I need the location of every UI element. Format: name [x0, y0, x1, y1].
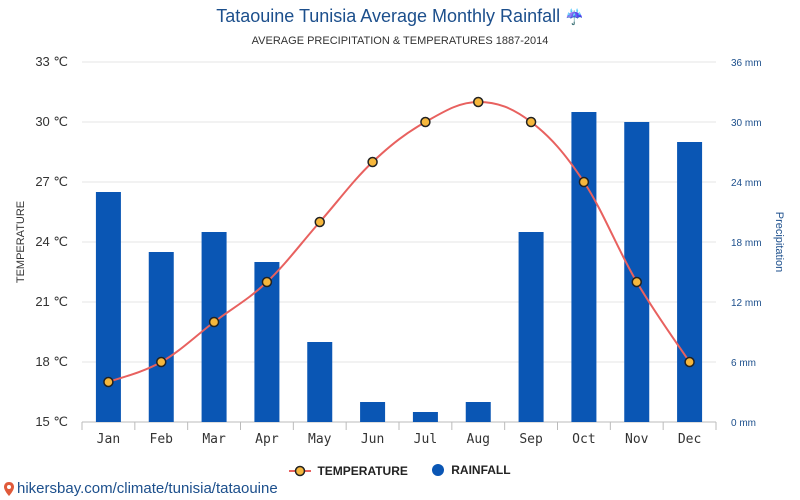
- rainfall-bar-nov[interactable]: [624, 122, 650, 422]
- temperature-point-mar[interactable]: [208, 316, 220, 328]
- x-tick-label: Jul: [414, 432, 437, 447]
- temperature-point-oct[interactable]: [578, 176, 590, 188]
- x-tick-label: Feb: [150, 432, 174, 447]
- right-tick-label: 24 mm: [731, 178, 762, 189]
- temperature-point-jun[interactable]: [367, 156, 378, 168]
- x-tick-label: Mar: [202, 432, 226, 447]
- chart-title: Tataouine Tunisia Average Monthly Rainfa…: [0, 6, 800, 27]
- temperature-point-sep[interactable]: [525, 116, 537, 128]
- x-tick-label: Apr: [255, 432, 279, 447]
- left-tick-label: 21 ℃: [35, 294, 68, 309]
- axes: 15 ℃ 0 mm 18 ℃ 6 mm 21 ℃ 12 mm 24 ℃ 18 mm 27 ℃ 24…: [35, 54, 761, 447]
- temperature-point-dec[interactable]: [684, 356, 695, 368]
- right-tick-label: 18 mm: [731, 238, 762, 249]
- x-tick-label: Sep: [519, 432, 543, 447]
- temperature-point-jan[interactable]: [103, 376, 114, 388]
- rainfall-bar-jan[interactable]: [95, 192, 121, 422]
- location-pin-icon: [4, 481, 14, 496]
- chart-plot: 15 ℃ 0 mm 18 ℃ 6 mm 21 ℃ 12 mm 24 ℃ 18 mm 27 ℃ 24…: [15, 54, 785, 447]
- x-tick-label: Dec: [678, 432, 701, 447]
- legend: TEMPERATURE RAINFALL: [0, 463, 800, 480]
- chart-title-text: Tataouine Tunisia Average Monthly Rainfa…: [216, 6, 561, 26]
- rainfall-bars: [95, 112, 703, 422]
- right-tick-label: 12 mm: [731, 298, 762, 309]
- x-tick-label: Oct: [572, 432, 595, 447]
- x-tick-label: May: [308, 432, 332, 447]
- left-tick-label: 27 ℃: [35, 174, 68, 189]
- legend-label-rainfall: RAINFALL: [451, 463, 511, 477]
- right-tick-label: 0 mm: [731, 418, 756, 429]
- rainfall-bar-jun[interactable]: [360, 402, 386, 422]
- x-tick-label: Nov: [625, 432, 649, 447]
- source-link[interactable]: hikersbay.com/climate/tunisia/tataouine: [3, 480, 278, 497]
- x-tick-label: Jan: [97, 432, 120, 447]
- legend-item-rainfall[interactable]: RAINFALL: [431, 463, 511, 477]
- right-tick-label: 6 mm: [731, 358, 756, 369]
- rainfall-bar-oct[interactable]: [571, 112, 597, 422]
- rainfall-bar-sep[interactable]: [518, 232, 544, 422]
- right-tick-label: 30 mm: [731, 118, 762, 129]
- temperature-point-apr[interactable]: [261, 276, 273, 288]
- x-tick-label: Aug: [467, 432, 490, 447]
- legend-item-temperature[interactable]: TEMPERATURE: [289, 464, 408, 478]
- left-tick-label: 30 ℃: [35, 114, 68, 129]
- rainfall-bar-jul[interactable]: [412, 412, 438, 422]
- temperature-markers: [103, 96, 695, 388]
- x-tick-label: Jun: [361, 432, 384, 447]
- legend-line-marker-icon: [289, 465, 312, 477]
- legend-circle-icon: [432, 464, 445, 476]
- rainfall-bar-dec[interactable]: [677, 142, 703, 422]
- left-tick-label: 33 ℃: [35, 54, 68, 69]
- temperature-point-feb[interactable]: [156, 356, 167, 368]
- temperature-point-jul[interactable]: [420, 116, 431, 128]
- left-tick-label: 24 ℃: [35, 234, 68, 249]
- right-tick-label: 36 mm: [731, 58, 762, 69]
- umbrella-rain-icon: ☔: [565, 9, 584, 26]
- temperature-point-nov[interactable]: [631, 276, 642, 288]
- rainfall-bar-aug[interactable]: [465, 402, 491, 422]
- left-tick-label: 18 ℃: [35, 354, 68, 369]
- grid-lines: [82, 61, 716, 423]
- temperature-point-may[interactable]: [314, 216, 325, 228]
- legend-label-temperature: TEMPERATURE: [317, 464, 408, 478]
- right-axis-title: Precipitation: [773, 212, 785, 273]
- temperature-point-aug[interactable]: [473, 96, 484, 108]
- chart-subtitle: AVERAGE PRECIPITATION & TEMPERATURES 188…: [251, 35, 549, 47]
- rainfall-bar-feb[interactable]: [148, 252, 174, 422]
- left-tick-label: 15 ℃: [35, 414, 68, 429]
- left-axis-title: TEMPERATURE: [15, 201, 27, 283]
- source-link-text: hikersbay.com/climate/tunisia/tataouine: [17, 480, 278, 497]
- rainfall-bar-may[interactable]: [307, 342, 333, 422]
